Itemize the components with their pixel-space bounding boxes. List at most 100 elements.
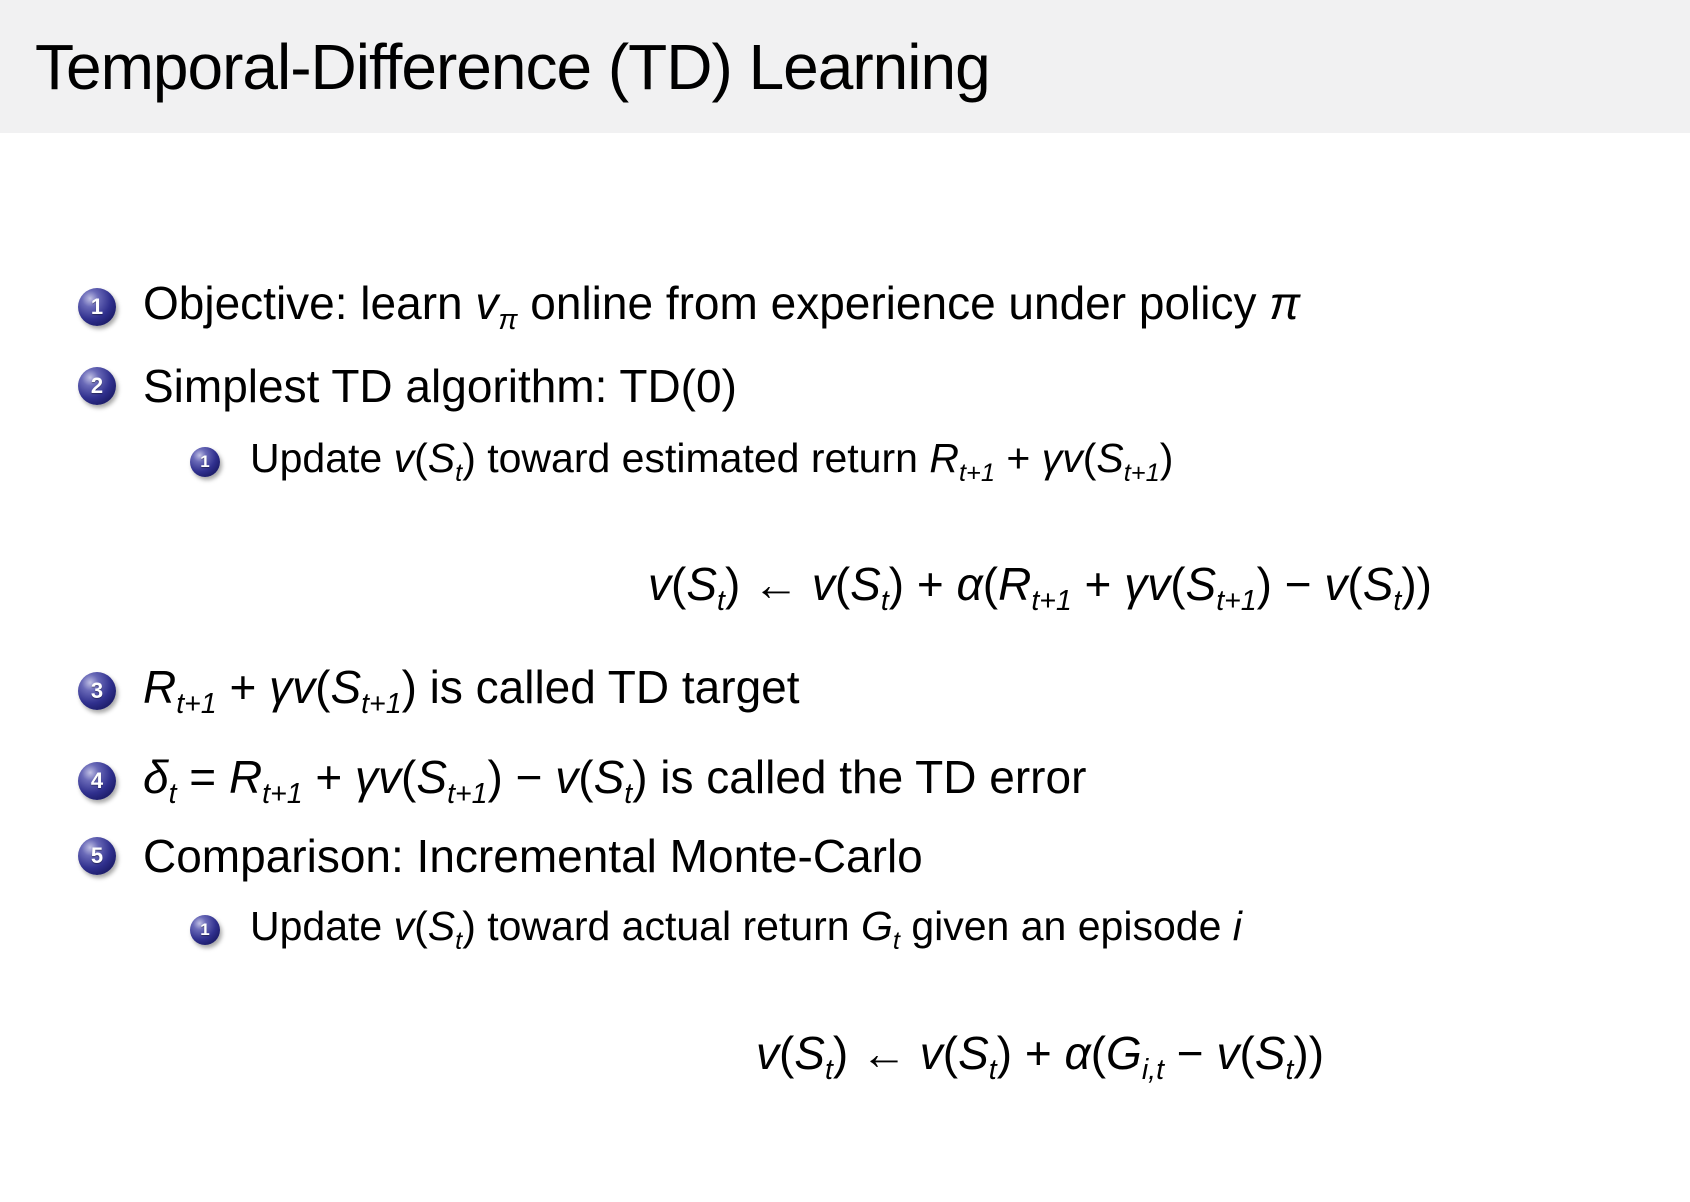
item-text: Rt+1 + γv(St+1) is called TD target — [143, 660, 800, 721]
math-variable: S — [1254, 1027, 1286, 1080]
text-segment: ) is called TD target — [401, 661, 800, 714]
math-variable: S — [794, 1027, 825, 1080]
text-segment: given an episode — [899, 903, 1233, 950]
math-subscript: t+1 — [1216, 585, 1257, 618]
math-subscript: t+1 — [447, 778, 488, 811]
text-segment: ( — [315, 661, 331, 714]
math-subscript: t — [455, 927, 463, 956]
math-variable: γv — [355, 751, 402, 804]
display-equation: v(St) ← v(St) + α(Gi,t − v(St)) — [390, 1024, 1690, 1090]
math-variable: γv — [1124, 558, 1171, 611]
math-subscript: t — [1393, 585, 1402, 618]
text-segment: ) — [1159, 435, 1174, 482]
text-segment: + — [216, 661, 270, 714]
math-variable: S — [850, 558, 881, 611]
math-variable: S — [427, 435, 456, 482]
math-variable: v — [919, 1027, 943, 1080]
math-variable: R — [998, 558, 1032, 611]
math-variable: S — [686, 558, 717, 611]
text-segment: )) — [1401, 558, 1432, 611]
math-variable: v — [755, 1027, 779, 1080]
numbered-ball-icon: 2 — [78, 367, 116, 405]
numbered-ball-icon: 1 — [78, 288, 116, 326]
math-subscript: t — [717, 585, 725, 618]
math-subscript: t — [455, 459, 463, 488]
math-subscript: t+1 — [1123, 459, 1160, 488]
math-variable: S — [1362, 558, 1394, 611]
math-variable: γv — [269, 661, 316, 714]
text-segment: ( — [1170, 558, 1186, 611]
math-variable: R — [929, 435, 959, 482]
text-segment: ( — [578, 751, 594, 804]
math-variable: S — [958, 1027, 989, 1080]
math-subscript: t — [892, 927, 900, 956]
math-variable: α — [956, 558, 983, 611]
text-segment: ) − — [1256, 558, 1325, 611]
math-variable: α — [1064, 1027, 1091, 1080]
math-variable: S — [330, 661, 362, 714]
math-variable: δ — [143, 751, 169, 804]
math-variable: v — [1324, 558, 1348, 611]
list-item: 1 Update v(St) toward actual return Gt gi… — [0, 903, 1690, 956]
text-segment: ( — [1239, 1027, 1255, 1080]
list-item: 1 Objective: learn vπ online from experie… — [0, 276, 1690, 337]
text-segment: + — [994, 435, 1042, 482]
text-segment: Update — [250, 903, 394, 950]
math-variable: R — [143, 661, 177, 714]
math-variable: v — [811, 558, 835, 611]
text-segment: Simplest TD algorithm: TD(0) — [143, 360, 737, 412]
math-subscript: i,t — [1141, 1054, 1165, 1087]
numbered-ball-icon: 3 — [78, 672, 116, 710]
math-subscript: t — [1285, 1054, 1294, 1087]
numbered-ball-icon: 1 — [190, 447, 220, 477]
math-variable: G — [860, 903, 893, 950]
text-segment: ) is called the TD error — [632, 751, 1087, 804]
list-item: 1 Update v(St) toward estimated return Rt… — [0, 435, 1690, 488]
math-subscript: t — [824, 1054, 833, 1087]
math-variable: R — [228, 751, 263, 804]
text-segment: ) + — [996, 1027, 1065, 1080]
math-subscript: t+1 — [361, 688, 402, 721]
text-segment: ) toward actual return — [462, 903, 861, 950]
numbered-ball-icon: 1 — [190, 915, 220, 945]
text-segment: ( — [778, 1027, 795, 1080]
math-subscript: t+1 — [262, 778, 303, 811]
item-text: δt = Rt+1 + γv(St+1) − v(St) is called t… — [143, 750, 1086, 811]
item-text: Update v(St) toward estimated return Rt+… — [250, 435, 1173, 488]
list-item: 4 δt = Rt+1 + γv(St+1) − v(St) is called … — [0, 750, 1690, 811]
text-segment: = — [176, 751, 229, 804]
math-variable: S — [416, 751, 448, 804]
math-subscript: t+1 — [958, 459, 995, 488]
math-variable: v — [393, 435, 415, 482]
math-subscript: t — [880, 585, 889, 618]
math-variable: v — [647, 558, 671, 611]
text-segment: ( — [834, 558, 851, 611]
text-segment: Comparison: Incremental Monte-Carlo — [143, 830, 923, 882]
math-subscript: t+1 — [176, 688, 217, 721]
math-variable: v — [1216, 1027, 1240, 1080]
text-segment: ( — [1082, 435, 1097, 482]
text-segment: ( — [414, 435, 428, 482]
list-item: 5 Comparison: Incremental Monte-Carlo — [0, 827, 1690, 885]
math-subscript: π — [498, 304, 518, 337]
text-segment: ( — [1347, 558, 1363, 611]
math-variable: v — [475, 277, 499, 330]
text-segment: online from experience under policy — [517, 277, 1270, 330]
math-subscript: t — [988, 1054, 997, 1087]
item-text: Objective: learn vπ online from experien… — [143, 276, 1300, 337]
page-title: Temporal-Difference (TD) Learning — [35, 30, 991, 103]
item-text: Update v(St) toward actual return Gt giv… — [250, 903, 1242, 956]
math-variable: i — [1232, 903, 1242, 950]
text-segment: ( — [1090, 1027, 1107, 1080]
item-text: Comparison: Incremental Monte-Carlo — [143, 829, 923, 883]
list-item: 3 Rt+1 + γv(St+1) is called TD target — [0, 660, 1690, 721]
text-segment: ( — [942, 1027, 959, 1080]
item-text: Simplest TD algorithm: TD(0) — [143, 359, 737, 413]
math-variable: S — [593, 751, 625, 804]
math-subscript: t — [168, 778, 177, 811]
math-subscript: t+1 — [1031, 585, 1072, 618]
display-equation: v(St) ← v(St) + α(Rt+1 + γv(St+1) − v(St… — [390, 555, 1690, 621]
text-segment: Objective: learn — [143, 277, 476, 330]
text-segment: + — [302, 751, 356, 804]
